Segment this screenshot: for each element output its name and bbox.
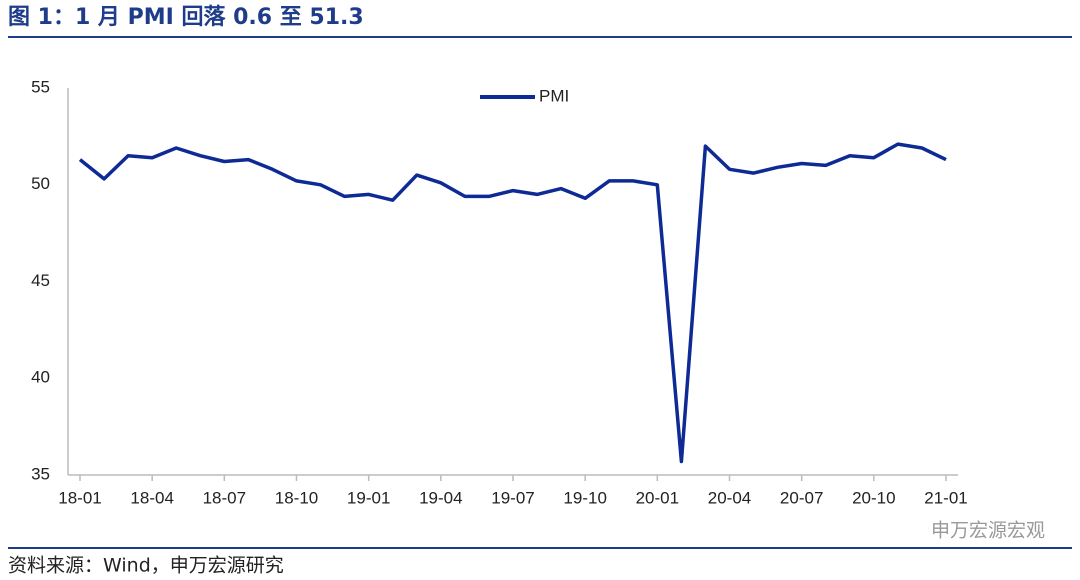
y-tick-label: 35 [31,464,50,483]
y-tick-label: 45 [31,271,50,290]
x-tick-label: 20-01 [636,488,679,507]
y-tick-label: 55 [31,77,50,96]
x-tick-label: 19-04 [419,488,462,507]
x-tick-label: 18-01 [58,488,101,507]
x-tick-label: 20-10 [852,488,895,507]
x-tick-label: 21-01 [924,488,967,507]
line-series [78,142,947,464]
y-tick-label: 50 [31,174,50,193]
x-tick-label: 18-04 [130,488,173,507]
x-tick-label: 20-07 [780,488,823,507]
chart-title: 图 1：1 月 PMI 回落 0.6 至 51.3 [8,5,364,30]
source-note: 资料来源：Wind，申万宏源研究 [8,555,284,577]
x-tick-label: 18-10 [275,488,318,507]
x-tick-label: 19-10 [563,488,606,507]
x-tick-label: 18-07 [203,488,246,507]
watermark: 申万宏源宏观 [931,520,1045,542]
y-tick-label: 40 [31,368,50,387]
x-tick-label: 20-04 [708,488,751,507]
x-tick-label: 19-07 [491,488,534,507]
x-tick-label: 19-01 [347,488,390,507]
legend-label: PMI [539,86,569,105]
